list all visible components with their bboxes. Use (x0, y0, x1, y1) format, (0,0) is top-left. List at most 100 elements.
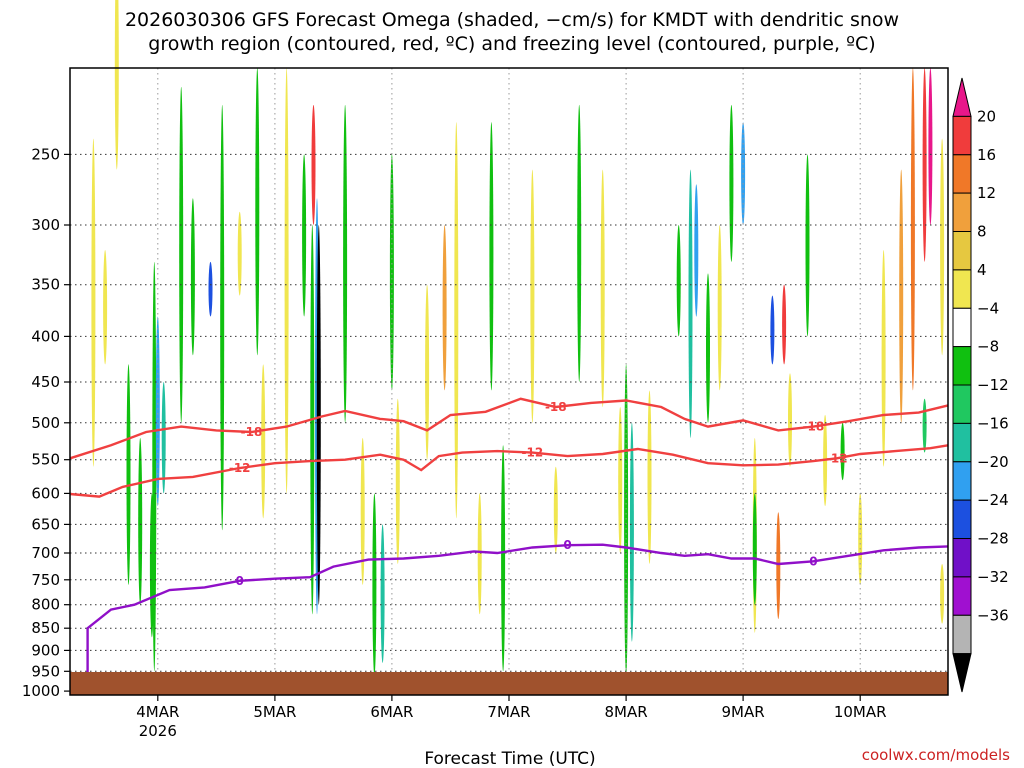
contour-label: -18 (545, 400, 567, 414)
omega-blob (311, 104, 316, 225)
y-tick-label: 650 (31, 515, 60, 533)
omega-blob (624, 364, 629, 676)
contour-label: 0 (236, 574, 244, 588)
contour--18-line (69, 397, 949, 460)
contour-label: -12 (229, 461, 251, 475)
colorbar-bottom-triangle (952, 653, 972, 693)
y-tick-label: 700 (31, 544, 60, 562)
omega-blob (190, 198, 195, 356)
omega-blob (805, 154, 810, 337)
y-tick-label: 1000 (22, 682, 60, 700)
chart-title-line1: 2026030306 GFS Forecast Omega (shaded, −… (125, 9, 899, 31)
omega-blob (155, 316, 160, 507)
x-tick-label: 10MAR (834, 703, 887, 721)
colorbar-label: −12 (977, 376, 1009, 394)
colorbar-swatch (952, 115, 972, 156)
contour-label: -12 (826, 451, 848, 465)
contour--12-line (69, 444, 949, 498)
omega-blob (688, 169, 693, 439)
omega-blob (717, 225, 722, 391)
contour-label: -12 (522, 446, 544, 460)
omega-blob (208, 261, 213, 317)
y-tick-label: 900 (31, 641, 60, 659)
colorbar-label: 8 (977, 223, 987, 241)
credit-text: coolwx.com/models (862, 746, 1010, 764)
contour-label: 0 (563, 538, 571, 552)
y-tick-label: 450 (31, 373, 60, 391)
omega-blob (389, 154, 394, 391)
omega-blob (928, 68, 933, 225)
colorbar-swatch (952, 307, 972, 348)
colorbar-label: −32 (977, 568, 1009, 586)
omega-blob (647, 390, 652, 564)
omega-blob (752, 493, 757, 605)
plot-area: -18 -18 -18 -12 -12 -12 0 0 0 (69, 0, 949, 696)
omega-blob (776, 512, 781, 619)
omega-blob (706, 273, 710, 423)
omega-blob (255, 68, 260, 356)
colorbar-label: 20 (977, 107, 996, 125)
colorbar-swatch (952, 231, 972, 271)
omega-blob (103, 250, 108, 365)
omega-blob (881, 249, 886, 467)
x-tick-label: 6MAR (370, 703, 413, 721)
y-tick-label: 550 (31, 451, 60, 469)
colorbar-swatch (952, 538, 972, 578)
contour-0-line (86, 543, 949, 682)
omega-blob (343, 104, 348, 423)
colorbar-swatch (952, 269, 972, 309)
omega-blob (840, 422, 845, 481)
colorbar-swatch (952, 346, 972, 386)
y-tick-label: 350 (31, 276, 60, 294)
x-tick-label: 9MAR (722, 703, 765, 721)
colorbar-label: 16 (977, 146, 996, 164)
colorbar-label: −8 (977, 338, 999, 356)
y-tick-label: 750 (31, 571, 60, 589)
omega-blob (126, 364, 131, 585)
contour-label: -18 (803, 420, 825, 434)
colorbar-label: −16 (977, 414, 1009, 432)
x-tick-sublabel: 2026 (139, 722, 177, 740)
omega-blob (577, 104, 582, 382)
omega-blob (940, 564, 945, 624)
colorbar-swatch (952, 154, 972, 194)
colorbar-label: −28 (977, 530, 1009, 548)
omega-blob (395, 398, 400, 564)
colorbar-label: −36 (977, 606, 1009, 624)
colorbar-swatch (952, 499, 972, 540)
omega-blob (782, 284, 787, 365)
x-tick-label: 4MAR (136, 703, 179, 721)
omega-blob (442, 225, 447, 391)
y-tick-label: 500 (31, 414, 60, 432)
omega-blob (910, 68, 915, 391)
omega-blob (676, 225, 681, 337)
colorbar-swatch (952, 384, 972, 424)
omega-blob (629, 422, 634, 642)
omega-blob (380, 524, 385, 663)
y-axis: 250 300 350 400 450 500 550 600 650 700 750 800 850 9… (22, 145, 70, 700)
omega-blob (454, 122, 459, 519)
colorbar-swatch (952, 461, 972, 501)
omega-blob (138, 438, 143, 605)
colorbar-label: 12 (977, 184, 996, 202)
colorbar-swatch (952, 576, 972, 616)
x-tick-label: 8MAR (605, 703, 648, 721)
omega-blob (922, 67, 927, 262)
omega-blob (220, 104, 225, 531)
y-tick-label: 850 (31, 619, 60, 637)
omega-blob (179, 86, 184, 423)
omega-blob (114, 0, 119, 170)
omega-blob (600, 169, 605, 407)
colorbar-label: −24 (977, 491, 1009, 509)
x-tick-label: 5MAR (253, 703, 296, 721)
omega-blob (372, 493, 377, 676)
omega-blob (553, 466, 558, 554)
colorbar-swatch (952, 422, 972, 463)
omega-blob (316, 225, 321, 605)
omega-blob (237, 211, 242, 296)
y-tick-label: 950 (31, 662, 60, 680)
y-tick-label: 300 (31, 216, 60, 234)
ground-surface (70, 672, 948, 695)
omega-shading (91, 0, 945, 676)
